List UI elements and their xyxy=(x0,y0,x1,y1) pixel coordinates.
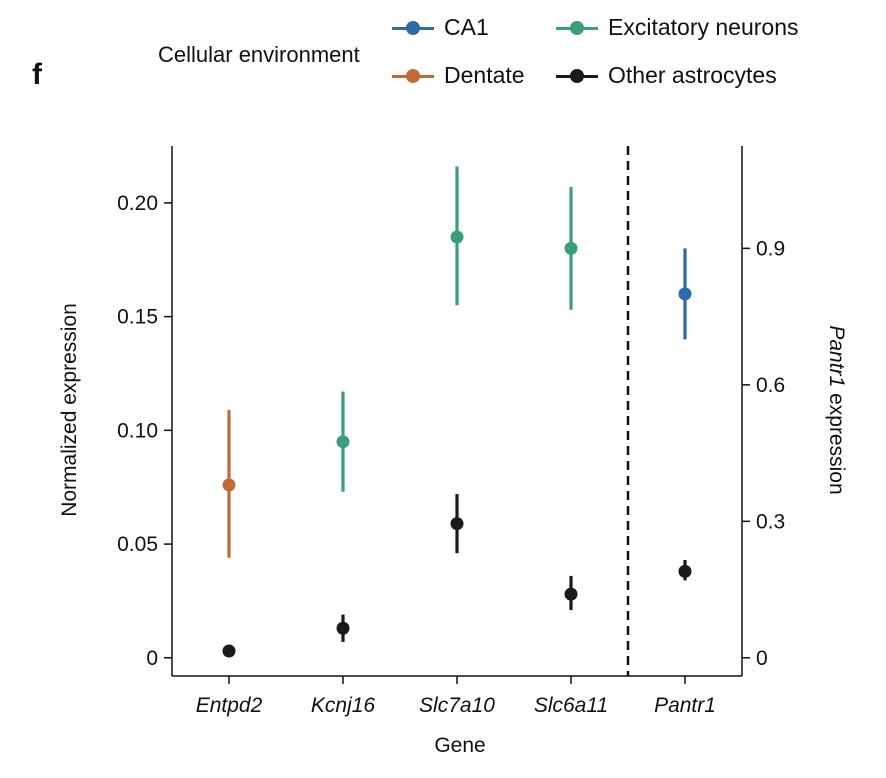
data-point xyxy=(450,517,464,531)
legend-swatch-excitatory-neurons xyxy=(556,16,598,40)
legend-title: Cellular environment xyxy=(158,42,360,67)
chart-marks xyxy=(222,166,692,658)
y-axis-title: Normalized expression xyxy=(58,303,81,517)
y-axis-right-title-rest: expression xyxy=(825,387,848,494)
legend-label-ca1: CA1 xyxy=(444,14,489,40)
y-tick-label-left: 0.15 xyxy=(117,306,158,329)
data-point xyxy=(336,435,350,449)
data-point xyxy=(222,644,236,658)
legend-label-dentate: Dentate xyxy=(444,62,525,88)
x-tick-label: Kcnj16 xyxy=(311,694,376,717)
legend-item-excitatory-neurons: Excitatory neurons xyxy=(556,14,798,41)
y-tick-label-left: 0.10 xyxy=(117,419,158,442)
x-tick-label: Pantr1 xyxy=(654,694,716,717)
y-tick-label-left: 0.20 xyxy=(117,192,158,215)
y-tick-label-right: 0 xyxy=(756,647,768,670)
legend-item-dentate: Dentate xyxy=(392,62,525,89)
y-tick-label-right: 0.3 xyxy=(756,510,785,533)
data-point xyxy=(564,241,578,255)
legend-swatch-other-astrocytes xyxy=(556,64,598,88)
y-tick-label-right: 0.9 xyxy=(756,237,785,260)
x-tick-label: Slc7a10 xyxy=(419,694,495,717)
y-tick-label-right: 0.6 xyxy=(756,374,785,397)
data-point xyxy=(564,587,578,601)
y-tick-label-left: 0 xyxy=(146,647,158,670)
data-point xyxy=(678,287,692,301)
axes: 0 0.05 0.10 0.15 0.20 0 0.3 0.6 0.9 Entpd2 Kcnj16 S… xyxy=(117,146,785,717)
x-tick-label: Entpd2 xyxy=(196,694,263,717)
legend-item-other-astrocytes: Other astrocytes xyxy=(556,62,777,89)
y-tick-label-left: 0.05 xyxy=(117,533,158,556)
legend-label-other-astrocytes: Other astrocytes xyxy=(608,62,777,88)
panel-letter: f xyxy=(32,58,42,91)
data-point xyxy=(336,621,350,635)
legend-item-ca1: CA1 xyxy=(392,14,489,41)
y-axis-right-title: Pantr1 expression xyxy=(825,325,848,494)
x-tick-label: Slc6a11 xyxy=(534,694,608,717)
data-point xyxy=(222,478,236,492)
data-point xyxy=(450,230,464,244)
legend-swatch-ca1 xyxy=(392,16,434,40)
legend-swatch-dentate xyxy=(392,64,434,88)
legend-label-excitatory-neurons: Excitatory neurons xyxy=(608,14,799,40)
y-axis-right-title-gene: Pantr1 xyxy=(825,325,848,387)
x-axis-title: Gene xyxy=(434,734,485,757)
data-point xyxy=(678,564,692,578)
